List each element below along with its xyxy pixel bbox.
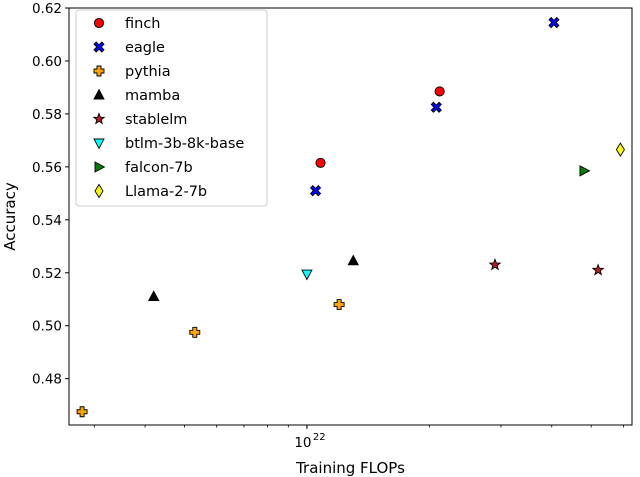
- legend-marker-stablelm: [92, 112, 106, 125]
- point-stablelm: [488, 258, 502, 271]
- legend-box: [75, 9, 268, 207]
- point-eagle: [548, 16, 560, 29]
- point-pythia: [189, 326, 201, 338]
- point-mamba: [347, 254, 360, 266]
- y-tick-label: 0.52: [32, 266, 62, 282]
- legend-label: btlm-3b-8k-base: [125, 136, 244, 152]
- point-pythia: [76, 406, 88, 418]
- legend-label: stablelm: [125, 112, 187, 128]
- y-tick-label: 0.58: [32, 107, 62, 123]
- y-axis-label: Accuracy: [1, 182, 19, 251]
- point-llama-2-7b: [615, 142, 625, 158]
- legend-label: pythia: [125, 64, 171, 80]
- y-tick-label: 0.48: [32, 372, 62, 388]
- x-tick-label: 10: [294, 435, 311, 451]
- y-tick-label: 0.62: [32, 1, 62, 17]
- legend-marker-finch: [93, 17, 105, 29]
- y-tick-label: 0.60: [32, 54, 62, 70]
- legend-label: mamba: [125, 88, 180, 104]
- legend-marker-btlm-3b-8k-base: [93, 138, 105, 150]
- legend-label: eagle: [125, 40, 165, 56]
- legend-label: finch: [125, 16, 161, 32]
- y-tick-label: 0.50: [32, 319, 62, 335]
- point-falcon-7b: [579, 165, 591, 177]
- legend-label: falcon-7b: [125, 160, 193, 176]
- point-eagle: [430, 101, 442, 113]
- data-marks: [76, 16, 625, 418]
- legend-marker-eagle: [93, 41, 105, 53]
- x-axis-label: Training FLOPs: [295, 459, 405, 477]
- point-eagle: [309, 185, 322, 197]
- point-pythia: [333, 299, 345, 310]
- point-finch: [315, 157, 326, 168]
- y-tick-label: 0.54: [32, 213, 62, 229]
- x-tick-exponent: 22: [313, 432, 326, 443]
- point-mamba: [147, 290, 160, 302]
- legend-marker-falcon-7b: [94, 161, 106, 173]
- legend-marker-pythia: [93, 65, 105, 77]
- legend-label: Llama-2-7b: [125, 184, 207, 200]
- legend: finch eagle pythia mamba stablelm btlm-3b-8k-…: [75, 9, 268, 207]
- point-stablelm: [591, 263, 605, 276]
- point-btlm-3b-8k-base: [301, 269, 313, 281]
- axes: 0.48 0.50 0.52 0.54 0.56 0.58 0.60 0.62 10 22: [32, 1, 624, 451]
- y-tick-label: 0.56: [32, 160, 62, 176]
- legend-marker-llama-2-7b: [94, 183, 104, 199]
- point-finch: [434, 86, 445, 97]
- legend-marker-mamba: [93, 88, 105, 100]
